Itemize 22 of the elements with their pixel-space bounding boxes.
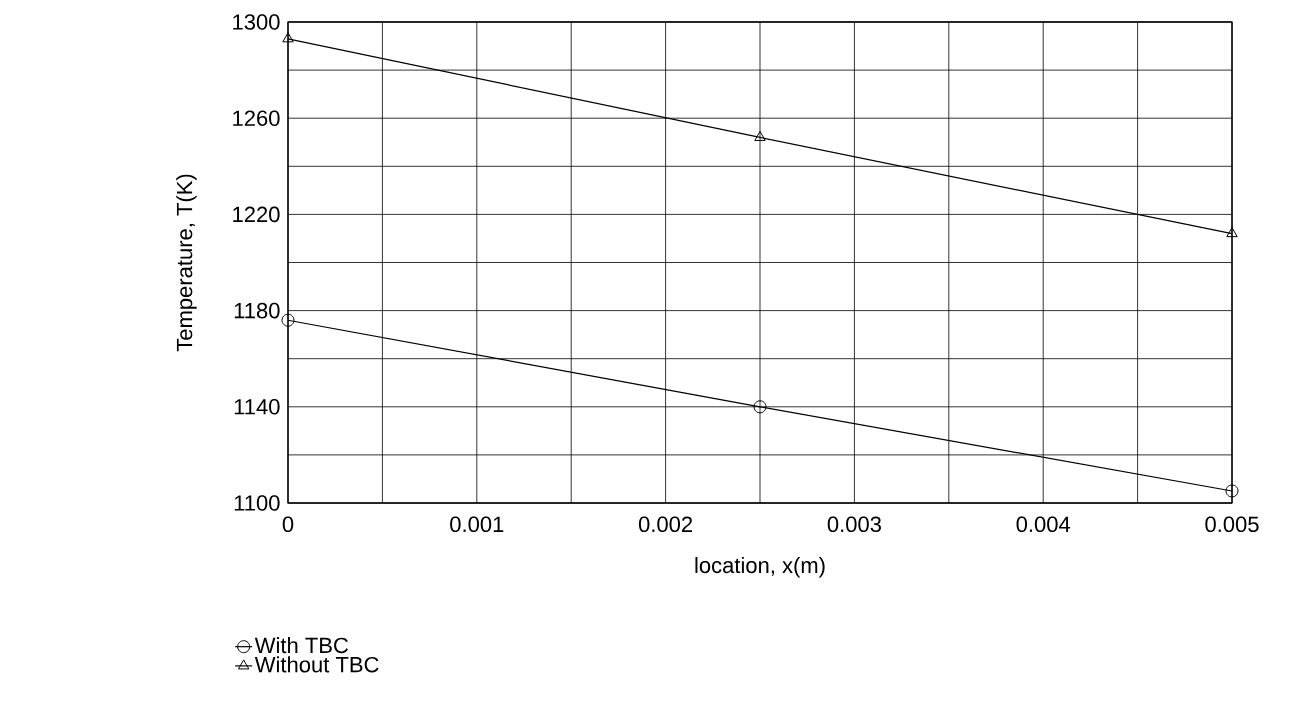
legend-label: With TBC [254, 637, 348, 654]
point [754, 130, 766, 141]
y-tick-label: 1260 [233, 110, 280, 126]
y-tick-label: 1180 [234, 302, 280, 319]
y-tick-label: 1100 [234, 495, 280, 511]
x-tick-label: 0.003 [827, 516, 881, 533]
y-tick-label: 1300 [233, 14, 280, 30]
point [753, 400, 767, 414]
point [282, 32, 294, 43]
x-tick-label: 0 [282, 516, 294, 533]
x-tick-label: 0.002 [638, 516, 693, 533]
x-tick-label: 0.004 [1016, 516, 1071, 533]
y-axis-title: Temperature, T(K) [176, 174, 197, 352]
y-tick-label: 1140 [234, 399, 280, 415]
x-axis-title: location, x(m) [695, 556, 825, 578]
x-tick-label: 0.001 [450, 516, 504, 533]
point [1225, 484, 1239, 498]
y-tick-label: 1220 [233, 206, 280, 223]
point [1226, 227, 1238, 238]
legend-label: Without TBC [254, 656, 379, 673]
x-tick-label: 0.005 [1205, 516, 1259, 533]
point [281, 313, 295, 327]
